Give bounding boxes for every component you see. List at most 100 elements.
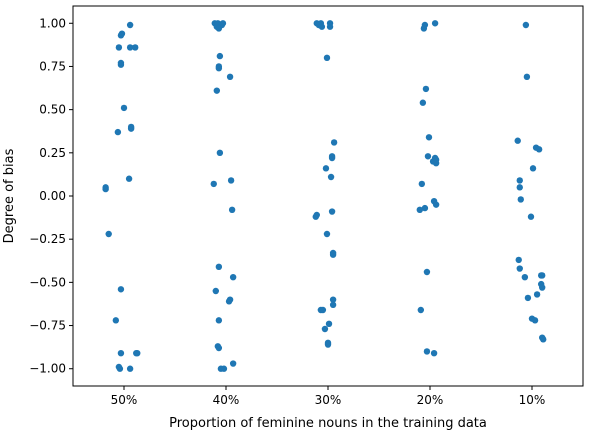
data-point	[215, 263, 223, 271]
data-point	[516, 184, 523, 191]
y-tick-label: 0.25	[39, 146, 66, 160]
data-point	[521, 273, 529, 281]
data-point	[127, 125, 135, 132]
data-point	[105, 230, 112, 238]
data-point	[216, 149, 224, 157]
data-point	[422, 85, 430, 93]
y-tick-label: 0.00	[39, 189, 66, 203]
data-point	[328, 154, 336, 162]
data-point	[115, 44, 123, 51]
data-point	[102, 185, 109, 193]
data-point	[430, 349, 438, 357]
data-point	[125, 175, 133, 182]
data-point	[522, 21, 530, 29]
data-point	[229, 360, 237, 367]
data-point	[514, 137, 521, 144]
data-point	[217, 365, 225, 372]
x-tick-label: 40%	[213, 393, 240, 407]
data-point	[517, 196, 524, 203]
data-point	[324, 341, 332, 348]
data-point	[431, 20, 439, 27]
data-point	[420, 25, 428, 32]
points-layer	[102, 20, 547, 372]
data-point	[531, 317, 539, 324]
data-point	[126, 21, 134, 29]
data-point	[120, 104, 128, 112]
data-point	[126, 44, 134, 51]
data-point	[329, 296, 337, 303]
data-point	[423, 348, 431, 355]
x-tick-label: 10%	[519, 393, 546, 407]
data-point	[215, 344, 223, 352]
data-point	[215, 317, 223, 324]
data-point	[322, 165, 330, 172]
y-tick-label: 1.00	[39, 16, 66, 30]
data-point	[323, 54, 331, 62]
data-point	[212, 287, 219, 295]
data-point	[227, 177, 235, 184]
data-point	[126, 365, 134, 372]
data-point	[229, 273, 237, 281]
data-point	[213, 87, 221, 94]
data-point	[323, 230, 331, 238]
data-point	[527, 213, 535, 220]
data-point	[524, 294, 532, 302]
x-axis-ticks: 50% 40% 30% 20% 10%	[111, 386, 546, 407]
data-point	[421, 204, 429, 212]
data-point	[117, 61, 125, 68]
data-point	[327, 173, 335, 181]
y-axis-ticks: 1.00 0.75 0.50 0.25 0.00 −0.25 −0.50 −0.75 −1.00	[29, 16, 73, 376]
data-point	[417, 306, 425, 314]
data-point	[535, 146, 543, 153]
data-point	[529, 165, 537, 172]
data-point	[328, 208, 336, 215]
data-point	[134, 349, 141, 357]
data-point	[330, 139, 338, 146]
data-point	[225, 298, 233, 305]
data-point	[539, 272, 546, 279]
data-point	[215, 64, 223, 72]
data-point	[313, 211, 320, 219]
data-point	[416, 206, 423, 214]
data-point	[210, 180, 217, 188]
data-point	[215, 25, 223, 32]
data-point	[533, 291, 541, 298]
data-point	[216, 52, 224, 60]
data-point	[418, 180, 426, 188]
data-point	[329, 301, 337, 309]
data-point	[419, 99, 427, 106]
y-tick-label: −0.25	[29, 232, 66, 246]
data-point	[515, 256, 522, 264]
x-axis-label: Proportion of feminine nouns in the trai…	[169, 416, 487, 430]
data-point	[117, 349, 125, 357]
data-point	[539, 284, 546, 291]
x-tick-label: 30%	[315, 393, 342, 407]
x-tick-label: 20%	[417, 393, 444, 407]
data-point	[516, 265, 523, 272]
data-point	[114, 128, 122, 136]
data-point	[329, 251, 337, 258]
data-point	[226, 73, 234, 81]
data-point	[523, 73, 531, 81]
data-point	[432, 159, 440, 167]
data-point	[117, 286, 125, 293]
y-tick-label: 0.75	[39, 59, 66, 73]
data-point	[540, 336, 547, 343]
data-point	[319, 306, 327, 314]
data-point	[321, 325, 329, 333]
data-point	[326, 23, 334, 30]
data-point	[516, 177, 523, 184]
data-point	[423, 268, 431, 276]
y-tick-label: −0.50	[29, 275, 66, 289]
y-axis-label: Degree of bias	[2, 148, 17, 243]
data-point	[116, 365, 124, 372]
data-point	[132, 44, 139, 51]
data-point	[424, 153, 432, 160]
y-tick-label: −1.00	[29, 362, 66, 376]
data-point	[432, 201, 440, 208]
data-point	[228, 206, 236, 214]
x-tick-label: 50%	[111, 393, 138, 407]
y-tick-label: 0.50	[39, 103, 66, 117]
